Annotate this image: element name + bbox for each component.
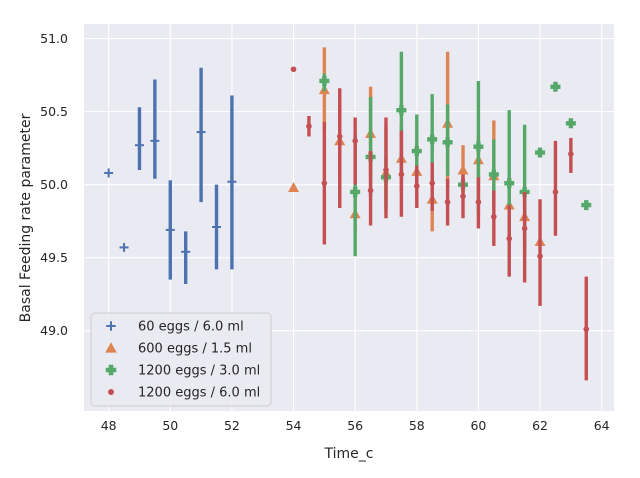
data-point bbox=[565, 118, 576, 129]
data-point bbox=[413, 183, 420, 189]
series bbox=[104, 67, 237, 284]
legend: 60 eggs / 6.0 ml 600 eggs / 1.5 ml 1200 eg… bbox=[90, 312, 272, 407]
data-point bbox=[504, 178, 515, 189]
legend-label: 600 eggs / 1.5 ml bbox=[138, 342, 252, 357]
data-point bbox=[319, 75, 330, 86]
data-point bbox=[506, 235, 513, 242]
y-tick-label: 50.5 bbox=[40, 104, 68, 119]
data-point bbox=[212, 222, 221, 232]
y-tick-label: 51.0 bbox=[40, 31, 68, 46]
data-point bbox=[196, 127, 206, 137]
data-point bbox=[383, 167, 389, 173]
y-axis-ticks: 49.0 49.5 50.0 50.5 51.0 bbox=[40, 31, 68, 338]
legend-label: 60 eggs / 6.0 ml bbox=[138, 320, 244, 335]
legend-entry: 60 eggs / 6.0 ml bbox=[106, 320, 244, 335]
data-point bbox=[398, 171, 405, 178]
data-point bbox=[552, 189, 559, 195]
data-point bbox=[367, 187, 374, 194]
data-point bbox=[521, 225, 528, 232]
data-point bbox=[181, 247, 191, 257]
data-point bbox=[150, 136, 160, 146]
data-point bbox=[288, 182, 300, 192]
data-point bbox=[442, 137, 453, 148]
x-tick-label: 62 bbox=[532, 418, 548, 433]
legend-entry: 1200 eggs / 3.0 ml bbox=[105, 364, 260, 379]
data-point bbox=[460, 193, 466, 200]
data-point bbox=[581, 200, 592, 211]
data-point bbox=[457, 164, 469, 175]
x-axis-ticks: 48 50 52 54 56 58 60 62 64 bbox=[101, 418, 610, 433]
data-point bbox=[134, 140, 144, 150]
data-point bbox=[488, 169, 499, 180]
y-tick-label: 49.5 bbox=[40, 250, 68, 265]
x-tick-label: 58 bbox=[409, 418, 425, 433]
data-point bbox=[350, 186, 361, 197]
data-point bbox=[537, 253, 543, 259]
y-tick-label: 49.0 bbox=[40, 323, 68, 338]
legend-box bbox=[90, 312, 272, 407]
legend-label: 1200 eggs / 3.0 ml bbox=[138, 364, 260, 379]
data-point bbox=[411, 146, 422, 157]
data-point bbox=[106, 321, 116, 331]
data-point bbox=[491, 213, 497, 220]
data-point bbox=[165, 225, 175, 235]
data-point bbox=[550, 81, 561, 92]
data-point bbox=[104, 168, 114, 178]
x-tick-label: 60 bbox=[470, 418, 486, 433]
data-point bbox=[105, 364, 117, 376]
series bbox=[290, 66, 590, 381]
legend-entry: 1200 eggs / 6.0 ml bbox=[108, 386, 260, 401]
data-point bbox=[321, 180, 328, 186]
data-point bbox=[535, 147, 546, 158]
y-tick-label: 50.0 bbox=[40, 177, 68, 192]
x-tick-label: 50 bbox=[162, 418, 178, 433]
x-axis-label: Time_c bbox=[324, 446, 374, 462]
series-layer bbox=[104, 47, 592, 381]
data-point bbox=[290, 66, 297, 73]
data-point bbox=[444, 199, 451, 205]
data-point bbox=[227, 177, 237, 187]
data-point bbox=[108, 389, 114, 395]
x-tick-label: 52 bbox=[224, 418, 240, 433]
data-point bbox=[427, 134, 438, 145]
data-point bbox=[429, 180, 435, 186]
x-tick-label: 64 bbox=[594, 418, 610, 433]
data-point bbox=[396, 105, 407, 116]
data-point bbox=[336, 133, 343, 140]
x-tick-label: 48 bbox=[101, 418, 117, 433]
x-tick-label: 56 bbox=[347, 418, 363, 433]
data-point bbox=[306, 123, 312, 130]
data-point bbox=[583, 326, 590, 333]
x-tick-label: 54 bbox=[286, 418, 302, 433]
data-point bbox=[473, 141, 484, 152]
legend-entry: 600 eggs / 1.5 ml bbox=[105, 342, 252, 357]
data-point bbox=[568, 151, 574, 157]
data-point bbox=[352, 138, 358, 144]
data-point bbox=[119, 242, 129, 252]
legend-label: 1200 eggs / 6.0 ml bbox=[138, 386, 260, 401]
data-point bbox=[105, 342, 117, 353]
data-point bbox=[475, 199, 482, 205]
y-axis-label: Basal Feeding rate parameter bbox=[18, 113, 34, 322]
